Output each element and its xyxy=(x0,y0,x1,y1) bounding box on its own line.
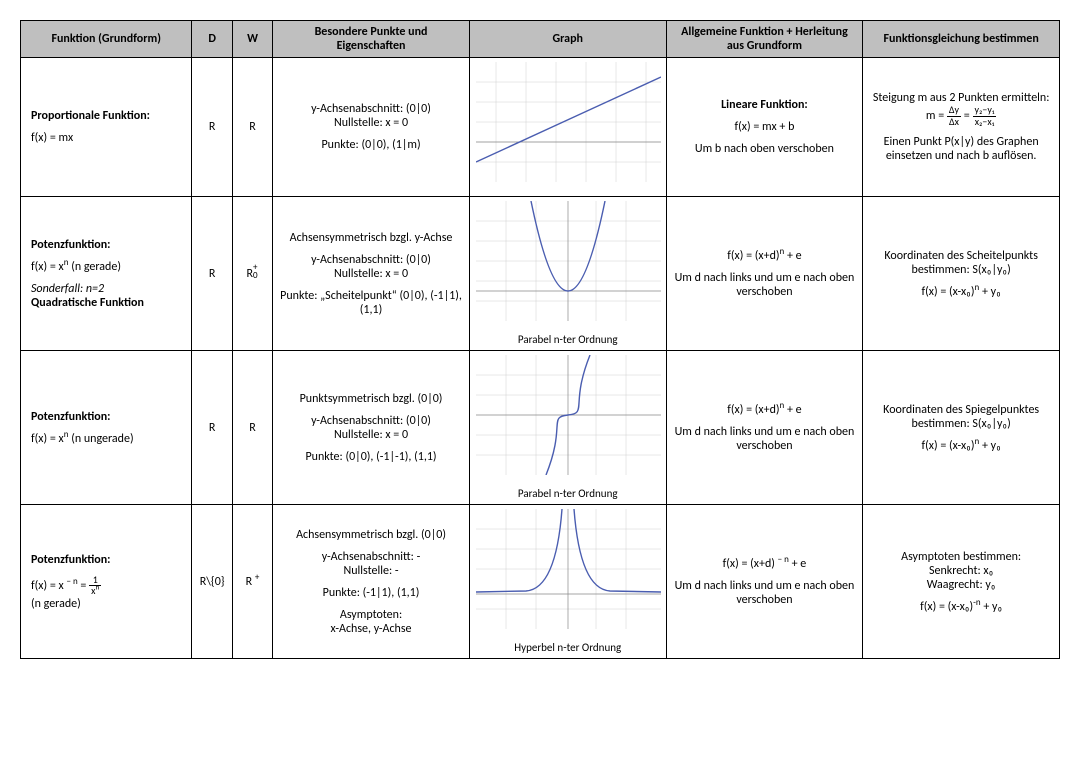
fn2-eq: f(x) = xn (n gerade) xyxy=(31,260,185,274)
fn2-title: Potenzfunktion: xyxy=(31,238,185,252)
header-row: Funktion (Grundform) D W Besondere Punkt… xyxy=(21,21,1060,58)
r2-gen-shift: Um d nach links und um e nach oben versc… xyxy=(673,271,857,299)
r3-prop3: Nullstelle: x = 0 xyxy=(279,428,463,442)
header-allgemeine: Allgemeine Funktion + Herleitung aus Gru… xyxy=(666,21,863,58)
cell-gen-3: f(x) = (x+d)n + e Um d nach links und um… xyxy=(666,351,863,505)
cell-w-2: R+0 xyxy=(232,197,272,351)
row-potenz-negativ: Potenzfunktion: f(x) = x − n = 1xn (n ge… xyxy=(21,505,1060,659)
cell-fn-1: Proportionale Funktion: f(x) = mx xyxy=(21,58,192,197)
r4-caption: Hyperbel n-ter Ordnung xyxy=(476,641,660,654)
r4-prop5: Asymptoten: xyxy=(279,608,463,622)
row-potenz-gerade: Potenzfunktion: f(x) = xn (n gerade) Son… xyxy=(21,197,1060,351)
r2-det1: Koordinaten des Scheitelpunkts bestimmen… xyxy=(869,249,1053,277)
r1-det-formula: m = ΔyΔx = y₂−y₁x₂−x₁ xyxy=(869,105,1053,127)
cell-d-2: R xyxy=(192,197,232,351)
r2-prop2: y-Achsenabschnitt: (0|0) xyxy=(279,253,463,267)
r4-prop3: Nullstelle: - xyxy=(279,564,463,578)
cell-prop-1: y-Achsenabschnitt: (0|0) Nullstelle: x =… xyxy=(273,58,470,197)
fn2-sub2: Quadratische Funktion xyxy=(31,296,185,310)
row-proportionale: Proportionale Funktion: f(x) = mx R R y-… xyxy=(21,58,1060,197)
graph-cubic xyxy=(476,355,661,475)
cell-fn-2: Potenzfunktion: f(x) = xn (n gerade) Son… xyxy=(21,197,192,351)
r4-det3: Waagrecht: y₀ xyxy=(869,578,1053,592)
r1-prop1: y-Achsenabschnitt: (0|0) xyxy=(279,102,463,116)
r4-det4: f(x) = (x-x₀)-n + y₀ xyxy=(869,600,1053,614)
cell-graph-1 xyxy=(469,58,666,197)
fn4-sub: (n gerade) xyxy=(31,597,185,611)
r4-det1: Asymptoten bestimmen: xyxy=(869,550,1053,564)
r3-gen-shift: Um d nach links und um e nach oben versc… xyxy=(673,425,857,453)
header-w: W xyxy=(232,21,272,58)
r3-det1: Koordinaten des Spiegelpunktes bestimmen… xyxy=(869,403,1053,431)
r2-prop3: Nullstelle: x = 0 xyxy=(279,267,463,281)
r2-prop1: Achsensymmetrisch bzgl. y-Achse xyxy=(279,231,463,245)
graph-parabola-even xyxy=(476,201,661,321)
fn3-title: Potenzfunktion: xyxy=(31,410,185,424)
cell-det-2: Koordinaten des Scheitelpunkts bestimmen… xyxy=(863,197,1060,351)
header-bestimmen: Funktionsgleichung bestimmen xyxy=(863,21,1060,58)
cell-graph-3: Parabel n-ter Ordnung xyxy=(469,351,666,505)
cell-w-3: R xyxy=(232,351,272,505)
r1-gen-shift: Um b nach oben verschoben xyxy=(673,142,857,156)
r1-det3: Einen Punkt P(x|y) des Graphen einsetzen… xyxy=(869,135,1053,163)
r4-gen-shift: Um d nach links und um e nach oben versc… xyxy=(673,579,857,607)
r1-gen-eq: f(x) = mx + b xyxy=(673,120,857,134)
row-potenz-ungerade: Potenzfunktion: f(x) = xn (n ungerade) R… xyxy=(21,351,1060,505)
r3-prop4: Punkte: (0|0), (-1|-1), (1,1) xyxy=(279,450,463,464)
r4-prop2: y-Achsenabschnitt: - xyxy=(279,550,463,564)
cell-w-1: R xyxy=(232,58,272,197)
cell-prop-4: Achsensymmetrisch bzgl. (0|0) y-Achsenab… xyxy=(273,505,470,659)
r3-prop1: Punktsymmetrisch bzgl. (0|0) xyxy=(279,392,463,406)
cell-det-4: Asymptoten bestimmen: Senkrecht: x₀ Waag… xyxy=(863,505,1060,659)
r2-det2: f(x) = (x-x₀)n + y₀ xyxy=(869,285,1053,299)
cell-graph-4: Hyperbel n-ter Ordnung xyxy=(469,505,666,659)
cell-gen-2: f(x) = (x+d)n + e Um d nach links und um… xyxy=(666,197,863,351)
fn3-eq: f(x) = xn (n ungerade) xyxy=(31,432,185,446)
cell-gen-4: f(x) = (x+d) − n + e Um d nach links und… xyxy=(666,505,863,659)
fn4-eq: f(x) = x − n = 1xn xyxy=(31,575,185,597)
fn4-title: Potenzfunktion: xyxy=(31,553,185,567)
r4-prop1: Achsensymmetrisch bzgl. (0|0) xyxy=(279,528,463,542)
cell-graph-2: Parabel n-ter Ordnung xyxy=(469,197,666,351)
header-graph: Graph xyxy=(469,21,666,58)
cell-d-3: R xyxy=(192,351,232,505)
cell-prop-2: Achsensymmetrisch bzgl. y-Achse y-Achsen… xyxy=(273,197,470,351)
cell-fn-3: Potenzfunktion: f(x) = xn (n ungerade) xyxy=(21,351,192,505)
header-d: D xyxy=(192,21,232,58)
r3-prop2: y-Achsenabschnitt: (0|0) xyxy=(279,414,463,428)
fn2-sub1: Sonderfall: n=2 xyxy=(31,282,185,296)
graph-linear xyxy=(476,62,661,182)
r1-gen-title: Lineare Funktion: xyxy=(673,98,857,112)
r4-prop4: Punkte: (-1|1), (1,1) xyxy=(279,586,463,600)
cell-d-1: R xyxy=(192,58,232,197)
r4-prop6: x-Achse, y-Achse xyxy=(279,622,463,636)
cell-gen-1: Lineare Funktion: f(x) = mx + b Um b nac… xyxy=(666,58,863,197)
cell-fn-4: Potenzfunktion: f(x) = x − n = 1xn (n ge… xyxy=(21,505,192,659)
r1-det1: Steigung m aus 2 Punkten ermitteln: xyxy=(869,91,1053,105)
r2-gen-eq: f(x) = (x+d)n + e xyxy=(673,249,857,263)
graph-hyperbola xyxy=(476,509,661,629)
r4-det2: Senkrecht: x₀ xyxy=(869,564,1053,578)
fn1-title: Proportionale Funktion: xyxy=(31,109,185,123)
r1-prop2: Nullstelle: x = 0 xyxy=(279,116,463,130)
header-funktion: Funktion (Grundform) xyxy=(21,21,192,58)
cell-d-4: R\{0} xyxy=(192,505,232,659)
r3-caption: Parabel n-ter Ordnung xyxy=(476,487,660,500)
r3-gen-eq: f(x) = (x+d)n + e xyxy=(673,403,857,417)
r2-prop4: Punkte: „Scheitelpunkt“ (0|0), (-1|1), (… xyxy=(279,289,463,317)
header-besondere: Besondere Punkte und Eigenschaften xyxy=(273,21,470,58)
r4-gen-eq: f(x) = (x+d) − n + e xyxy=(673,557,857,571)
cell-det-3: Koordinaten des Spiegelpunktes bestimmen… xyxy=(863,351,1060,505)
r1-prop3: Punkte: (0|0), (1|m) xyxy=(279,138,463,152)
r2-caption: Parabel n-ter Ordnung xyxy=(476,333,660,346)
cell-prop-3: Punktsymmetrisch bzgl. (0|0) y-Achsenabs… xyxy=(273,351,470,505)
cell-det-1: Steigung m aus 2 Punkten ermitteln: m = … xyxy=(863,58,1060,197)
r3-det2: f(x) = (x-x₀)n + y₀ xyxy=(869,439,1053,453)
cell-w-4: R + xyxy=(232,505,272,659)
fn1-eq: f(x) = mx xyxy=(31,131,185,145)
function-table: Funktion (Grundform) D W Besondere Punkt… xyxy=(20,20,1060,659)
